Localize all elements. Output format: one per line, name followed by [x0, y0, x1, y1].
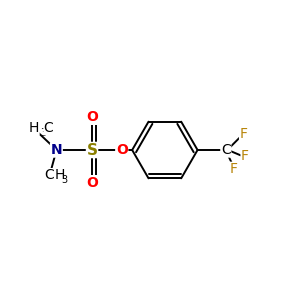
Text: S: S [86, 142, 98, 158]
Text: F: F [241, 149, 249, 163]
Text: O: O [86, 110, 98, 124]
Text: O: O [116, 143, 128, 157]
Text: C: C [44, 168, 54, 182]
Text: C: C [221, 143, 231, 157]
Text: F: F [229, 162, 237, 176]
Text: H: H [29, 121, 39, 135]
Text: O: O [86, 176, 98, 190]
Text: N: N [51, 143, 62, 157]
Text: F: F [240, 127, 248, 141]
Text: 3: 3 [40, 128, 47, 138]
Text: C: C [44, 121, 53, 135]
Text: H: H [54, 168, 65, 182]
Text: 3: 3 [61, 175, 68, 185]
